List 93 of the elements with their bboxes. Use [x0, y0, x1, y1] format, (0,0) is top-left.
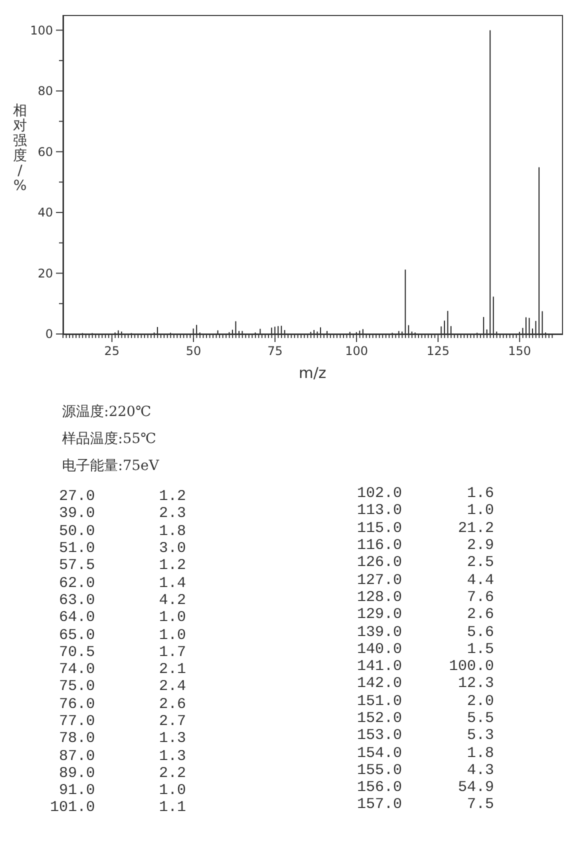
text: 51.0 [58, 540, 95, 558]
text: 70.5 [58, 644, 95, 661]
text: 141.0 [356, 658, 402, 676]
text: 91.0 [58, 782, 95, 800]
text: 样品温度:55℃ [62, 430, 156, 448]
x-tick-label: 50 [186, 344, 202, 358]
y-tick-label: 20 [38, 266, 53, 280]
text: 2.6 [158, 696, 186, 713]
y-tick-label: 40 [38, 206, 53, 220]
text: 154.0 [356, 744, 402, 762]
text: 2.7 [158, 712, 186, 730]
y-tick-label: 0 [45, 327, 53, 342]
text: 152.0 [356, 710, 402, 728]
text: 115.0 [356, 520, 402, 537]
text: 116.0 [356, 536, 402, 554]
text: 75.0 [58, 678, 95, 696]
text: 1.5 [466, 640, 494, 658]
text: 1.8 [158, 522, 186, 540]
text: 89.0 [58, 764, 95, 782]
text: 129.0 [356, 606, 402, 624]
text: 21.2 [456, 520, 494, 537]
text: 101.0 [48, 799, 95, 817]
text: 87.0 [58, 747, 95, 765]
text: 128.0 [356, 588, 402, 606]
text: 2.0 [466, 692, 494, 710]
text: 2.2 [158, 764, 186, 782]
text: 12.3 [456, 675, 494, 693]
text: 电子能量:75eV [62, 457, 159, 475]
text: 77.0 [58, 712, 95, 730]
y-tick-label: 60 [38, 144, 53, 159]
text: 1.0 [466, 502, 494, 520]
text: 54.9 [456, 779, 494, 796]
x-tick-label: 75 [267, 344, 283, 358]
text: 源温度:220℃ [62, 403, 152, 421]
x-tick-label: 125 [426, 344, 450, 358]
x-tick-label: 100 [345, 344, 368, 358]
text: 2.6 [466, 606, 494, 624]
text: 78.0 [58, 730, 95, 748]
text: 2.9 [466, 536, 494, 554]
text: 151.0 [356, 692, 402, 710]
x-tick-label: 150 [508, 344, 532, 358]
text: 5.6 [466, 623, 494, 641]
text: 157.0 [356, 796, 402, 814]
text: 64.0 [58, 609, 95, 626]
x-axis-title: m/z [298, 364, 326, 382]
text: 153.0 [356, 727, 402, 744]
text: 7.6 [466, 588, 494, 606]
text: 100.0 [448, 658, 494, 676]
text: 5.3 [466, 727, 494, 744]
text: 63.0 [58, 592, 95, 610]
y-tick-label: 100 [30, 23, 53, 38]
text: 127.0 [356, 571, 402, 589]
text: 7.5 [466, 796, 494, 814]
text: 1.0 [158, 626, 186, 644]
text: 65.0 [58, 626, 95, 644]
text: 1.6 [466, 485, 494, 502]
text: 2.3 [158, 505, 186, 523]
text: 1.2 [158, 488, 186, 506]
text: 4.2 [158, 592, 186, 610]
text: 139.0 [356, 623, 402, 641]
text: 27.0 [58, 488, 95, 506]
text: 1.4 [158, 574, 186, 592]
text: 4.4 [466, 571, 494, 589]
text: 113.0 [356, 502, 402, 520]
text: 3.0 [158, 540, 186, 558]
text: 156.0 [356, 779, 402, 796]
y-tick-label: 80 [38, 84, 53, 98]
text: 1.3 [158, 730, 186, 748]
text: 2.5 [466, 554, 494, 572]
y-axis-title: 相对强度/% [12, 103, 28, 194]
text: 5.5 [466, 710, 494, 728]
text: 1.1 [158, 799, 186, 817]
x-tick-label: 25 [104, 344, 120, 358]
text: 1.0 [158, 782, 186, 800]
text: 155.0 [356, 762, 402, 780]
text: 102.0 [356, 485, 402, 502]
text: 76.0 [58, 696, 95, 713]
text: 62.0 [58, 574, 95, 592]
text: 50.0 [58, 522, 95, 540]
text: 1.3 [158, 747, 186, 765]
text: 2.1 [158, 660, 186, 678]
text: 1.7 [158, 644, 186, 661]
text: 2.4 [158, 678, 186, 696]
text: 1.0 [158, 609, 186, 626]
text: 74.0 [58, 660, 95, 678]
text: 1.2 [158, 557, 186, 574]
text: 4.3 [466, 762, 494, 780]
text: 126.0 [356, 554, 402, 572]
text: 140.0 [356, 640, 402, 658]
text: 39.0 [58, 505, 95, 523]
text: 142.0 [356, 675, 402, 693]
text: 57.5 [58, 557, 95, 574]
text: 1.8 [466, 744, 494, 762]
